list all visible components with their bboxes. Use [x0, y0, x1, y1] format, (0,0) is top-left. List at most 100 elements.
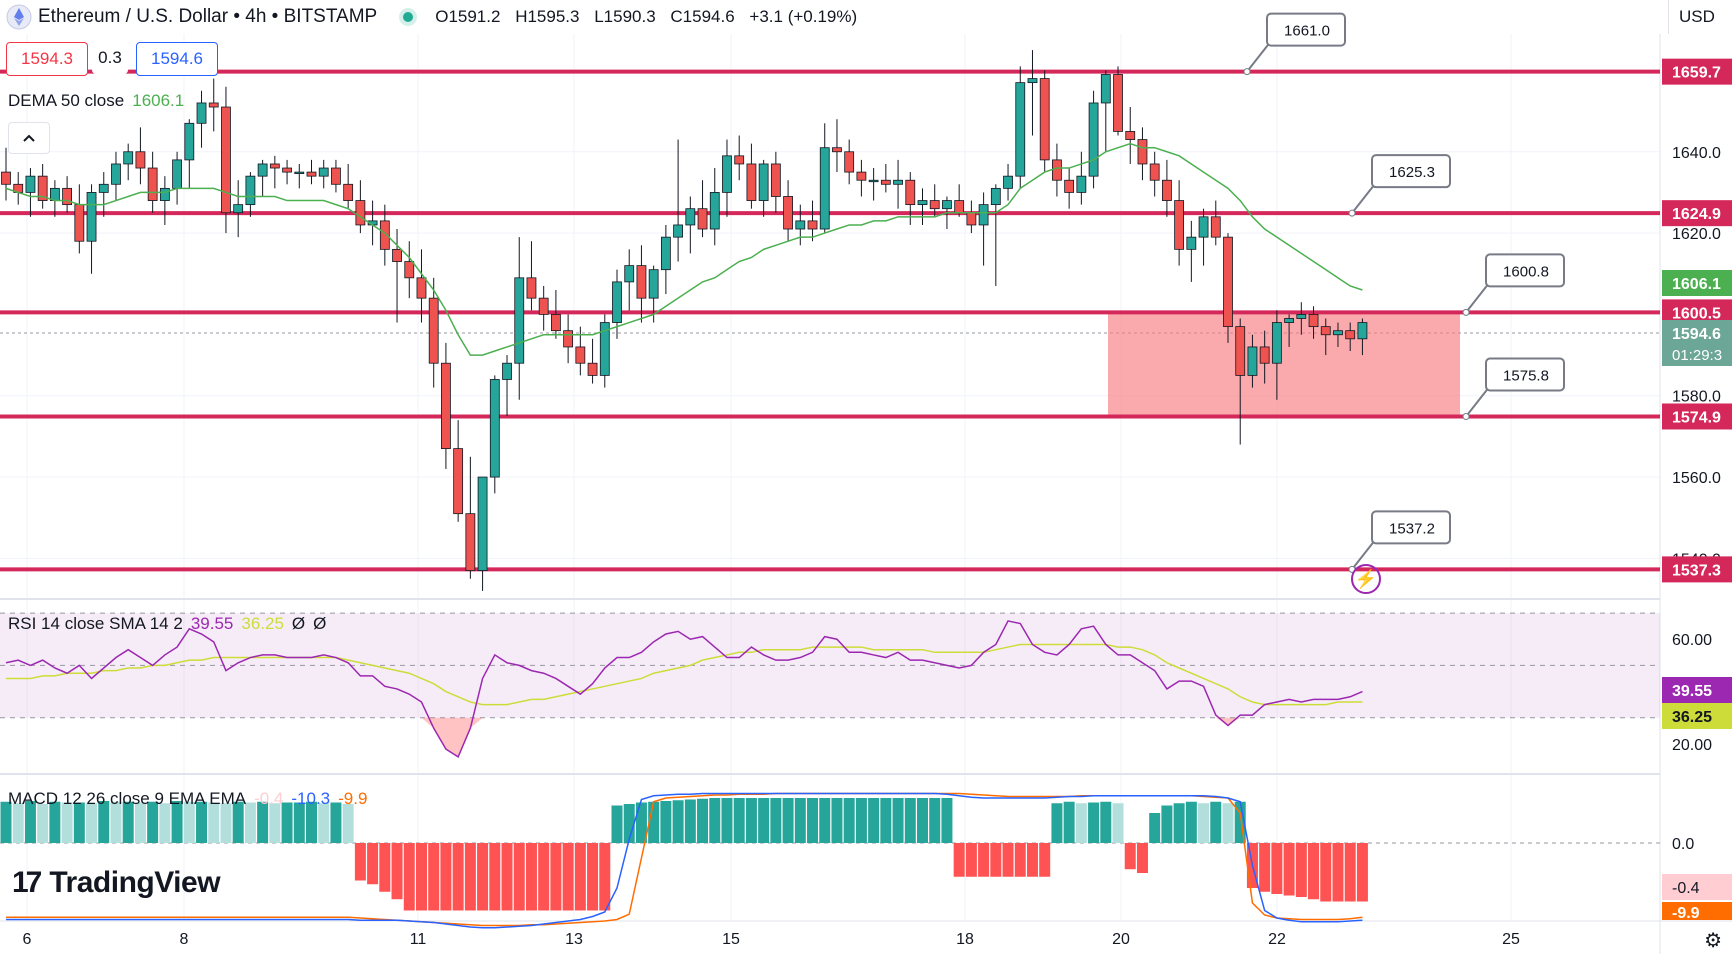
candle-body — [880, 179, 891, 185]
macd-histogram-bar — [525, 843, 537, 911]
macd-histogram-bar — [587, 843, 599, 911]
macd-histogram-bar — [293, 802, 305, 843]
macd-histogram-bar — [49, 801, 61, 843]
macd-histogram-bar — [1002, 843, 1014, 877]
candle-body — [905, 179, 916, 206]
candle-body — [404, 261, 415, 279]
macd-histogram-bar — [61, 802, 73, 843]
macd-histogram-bar — [892, 798, 904, 843]
candle-body — [758, 163, 769, 201]
countdown-label: 01:29:3 — [1672, 347, 1722, 364]
time-tick-label: 18 — [956, 931, 974, 948]
macd-histogram-bar — [12, 803, 24, 843]
lightning-icon[interactable]: ⚡ — [1351, 564, 1381, 594]
currency-label[interactable]: USD — [1668, 0, 1732, 34]
time-tick-label: 13 — [565, 931, 583, 948]
candle-body — [465, 513, 476, 572]
callout-label: 1537.2 — [1389, 520, 1435, 537]
macd-histogram-bar — [403, 843, 415, 911]
candle-body — [1137, 139, 1148, 165]
support-zone-rect — [1108, 312, 1460, 417]
macd-histogram-bar — [86, 803, 98, 843]
macd-histogram-bar — [965, 843, 977, 877]
candle-body — [1235, 326, 1246, 376]
tradingview-logo[interactable]: 17 TradingView — [12, 866, 221, 900]
candle-body — [1027, 78, 1038, 84]
rsi-legend[interactable]: RSI 14 close SMA 14 2 39.55 36.25 Ø Ø — [8, 614, 326, 634]
candle-body — [1345, 330, 1356, 340]
candle-body — [868, 179, 879, 183]
level-axis-badge-bg — [1662, 403, 1732, 430]
dema-axis-badge: 1606.1 — [1672, 276, 1721, 293]
candle-body — [1100, 74, 1111, 104]
macd-histogram-bar — [538, 843, 550, 911]
macd-histogram-bar — [599, 843, 611, 911]
macd-histogram-bar — [1014, 843, 1026, 877]
candle-body — [587, 362, 598, 376]
macd-histogram-bar — [1026, 843, 1038, 877]
collapse-legend-button[interactable] — [8, 122, 50, 154]
level-axis-badge: 1659.7 — [1672, 65, 1721, 82]
rsi-pane — [0, 612, 1660, 759]
macd-histogram-bar — [391, 843, 403, 900]
candle-body — [1320, 326, 1331, 336]
sell-price-button[interactable]: 1594.3 — [6, 42, 88, 76]
settings-icon[interactable]: ⚙ — [1704, 930, 1722, 952]
rsi-legend-extra-2: Ø — [313, 614, 327, 633]
time-tick-label: 25 — [1502, 931, 1520, 948]
macd-histogram-bar — [550, 843, 562, 911]
candle-body — [734, 155, 745, 165]
symbol-title[interactable]: Ethereum / U.S. Dollar • 4h • BITSTAMP — [38, 6, 378, 27]
candle-body — [1247, 346, 1258, 376]
candle-body — [1015, 82, 1026, 177]
candle-body — [208, 102, 219, 108]
price-tick-label: 1560.0 — [1672, 470, 1721, 487]
macd-histogram-bar — [1173, 803, 1185, 843]
macd-histogram-bar — [1185, 801, 1197, 843]
candle-body — [416, 277, 427, 299]
macd-histogram-bar — [697, 798, 709, 843]
market-status-icon[interactable] — [403, 12, 414, 22]
candle-body — [74, 204, 85, 242]
chart-grid — [0, 34, 1732, 954]
macd-histogram-bar — [440, 843, 452, 911]
macd-histogram-bar — [648, 801, 660, 843]
macd-histogram-bar — [990, 843, 1002, 877]
macd-histogram-bar — [1136, 843, 1148, 873]
low-value: L1590.3 — [594, 7, 656, 26]
dema-legend[interactable]: DEMA 50 close 1606.1 — [8, 91, 184, 111]
candle-body — [990, 187, 1001, 206]
macd-histogram-bar — [660, 801, 672, 843]
macd-histogram-bar — [171, 801, 183, 843]
macd-histogram-bar — [196, 801, 208, 843]
callout-label: 1661.0 — [1284, 23, 1330, 40]
macd-histogram-bar — [1308, 843, 1320, 900]
macd-histogram-bar — [1234, 801, 1246, 843]
macd-histogram-bar — [1124, 843, 1136, 870]
horizontal-levels — [0, 69, 1660, 572]
dema-axis-badge-bg — [1662, 270, 1732, 296]
candle-body — [1357, 322, 1368, 340]
callout-anchor — [1348, 209, 1356, 217]
macd-hist-axis-badge: -0.4 — [1672, 880, 1700, 897]
macd-histogram-bar — [1075, 803, 1087, 843]
candle-body — [428, 297, 439, 364]
macd-histogram-bar — [0, 801, 12, 843]
level-axis-badge: 1624.9 — [1672, 206, 1721, 223]
macd-histogram-bar — [684, 799, 696, 843]
candle-body — [392, 248, 402, 262]
candle-body — [123, 151, 134, 165]
ethereum-icon[interactable] — [6, 4, 32, 30]
candle-body — [954, 200, 965, 214]
candle-body — [538, 297, 549, 315]
macd-signal-axis-badge: -9.9 — [1672, 905, 1700, 922]
macd-histogram-bar — [745, 798, 757, 843]
macd-legend[interactable]: MACD 12 26 close 9 EMA EMA -0.4 -10.3 -9.9 — [8, 789, 367, 809]
macd-histogram-bar — [562, 843, 574, 911]
macd-histogram-bar — [574, 843, 586, 911]
buy-price-button[interactable]: 1594.6 — [136, 42, 218, 76]
macd-histogram-bar — [501, 843, 513, 911]
candle-body — [575, 346, 586, 364]
macd-histogram-bar — [1039, 843, 1051, 877]
